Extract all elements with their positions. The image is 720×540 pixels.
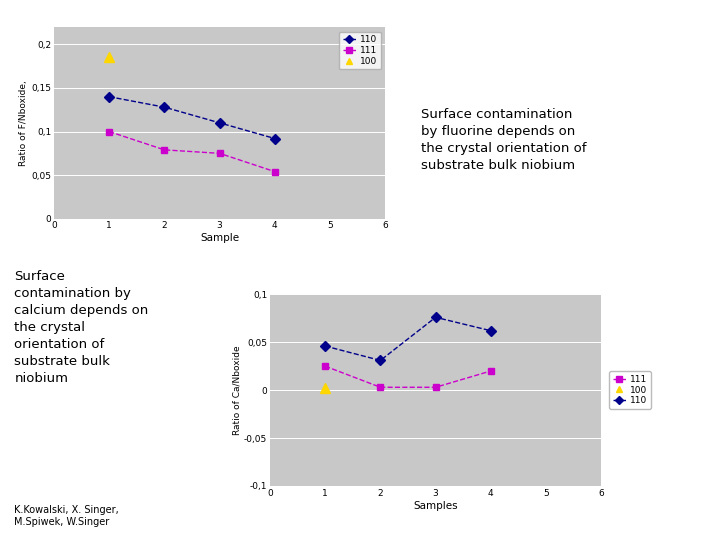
Y-axis label: Ratio of F/Nboxide,: Ratio of F/Nboxide, bbox=[19, 80, 29, 166]
X-axis label: Sample: Sample bbox=[200, 233, 239, 243]
Text: Surface
contamination by
calcium depends on
the crystal
orientation of
substrate: Surface contamination by calcium depends… bbox=[14, 270, 148, 385]
Legend: 111, 100, 110: 111, 100, 110 bbox=[609, 371, 651, 409]
X-axis label: Samples: Samples bbox=[413, 501, 458, 510]
Y-axis label: Ratio of Ca/Nboxide: Ratio of Ca/Nboxide bbox=[232, 346, 241, 435]
Legend: 110, 111, 100: 110, 111, 100 bbox=[339, 31, 381, 69]
Text: Surface contamination
by fluorine depends on
the crystal orientation of
substrat: Surface contamination by fluorine depend… bbox=[421, 108, 587, 172]
Text: K.Kowalski, X. Singer,
M.Spiwek, W.Singer: K.Kowalski, X. Singer, M.Spiwek, W.Singe… bbox=[14, 505, 119, 527]
